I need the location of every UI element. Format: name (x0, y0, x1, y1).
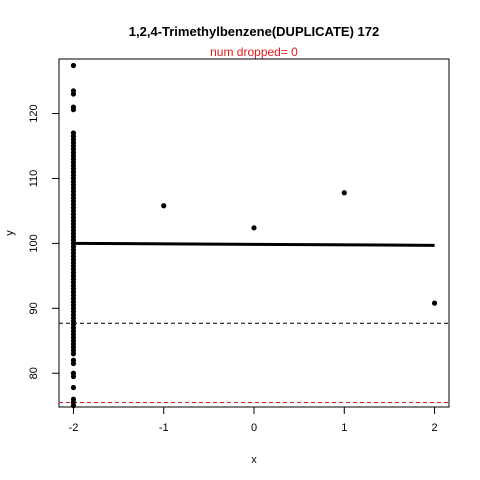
x-tick-label: 0 (251, 422, 257, 434)
data-point (431, 300, 438, 306)
x-tick-label: -1 (159, 422, 169, 434)
y-tick-label: 90 (28, 302, 40, 314)
chart-title: 1,2,4-Trimethylbenzene(DUPLICATE) 172 (129, 24, 379, 39)
y-tick-label: 80 (28, 367, 40, 379)
y-axis-label: y (4, 230, 16, 236)
fit-line (73, 241, 435, 247)
data-point (251, 225, 257, 231)
x-axis-label: x (251, 454, 257, 466)
y-tick-label: 120 (28, 104, 40, 122)
data-point (70, 360, 77, 367)
plot-frame (58, 58, 450, 408)
data-point (70, 403, 77, 409)
chart-subtitle: num dropped= 0 (210, 45, 298, 59)
x-axis: -2 -1 0 1 2 (69, 406, 438, 434)
y-tick-label: 110 (28, 170, 40, 188)
data-point (161, 203, 167, 209)
data-point (70, 351, 77, 357)
reference-lines (59, 322, 449, 403)
fit-line-group (73, 241, 435, 247)
data-point (70, 384, 77, 391)
data-point (70, 91, 77, 97)
data-points (70, 62, 438, 409)
data-point (70, 107, 77, 113)
y-tick-label: 100 (28, 234, 40, 252)
x-tick-label: -2 (69, 422, 79, 434)
data-point (341, 190, 347, 196)
data-point (70, 62, 77, 69)
x-tick-label: 1 (341, 422, 347, 434)
data-point (70, 373, 77, 380)
y-axis: 80 90 100 110 120 (28, 104, 60, 379)
x-tick-label: 2 (431, 422, 437, 434)
